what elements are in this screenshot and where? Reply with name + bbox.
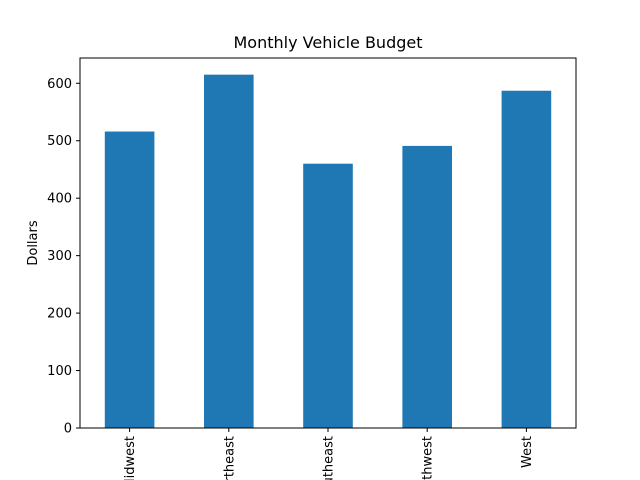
y-tick-label: 400 xyxy=(47,192,72,207)
x-tick-label-west: West xyxy=(520,436,535,468)
bar-southwest xyxy=(402,145,452,428)
chart-title: Monthly Vehicle Budget xyxy=(234,33,423,52)
y-tick-label: 600 xyxy=(47,77,72,92)
bar-northeast xyxy=(204,74,254,428)
x-tick-label-northeast: Northeast xyxy=(222,436,237,480)
bar-southeast xyxy=(303,163,353,428)
y-tick-label: 100 xyxy=(47,364,72,379)
x-tick-label-midwest: Midwest xyxy=(123,436,138,480)
x-tick-label-southwest: Southwest xyxy=(421,436,436,480)
y-axis-label: Dollars xyxy=(26,220,41,265)
x-tick-label-southeast: Southeast xyxy=(322,436,337,480)
y-tick-label: 0 xyxy=(64,422,72,437)
bars-group xyxy=(104,74,552,428)
y-axis: 0 100 200 300 400 500 600 xyxy=(47,77,80,437)
bar-west xyxy=(501,90,552,428)
x-axis: Midwest Northeast Southeast Southwest West xyxy=(123,428,535,480)
y-tick-label: 500 xyxy=(47,134,72,149)
y-tick-label: 200 xyxy=(47,307,72,322)
y-tick-label: 300 xyxy=(47,249,72,264)
bar-midwest xyxy=(104,131,155,428)
